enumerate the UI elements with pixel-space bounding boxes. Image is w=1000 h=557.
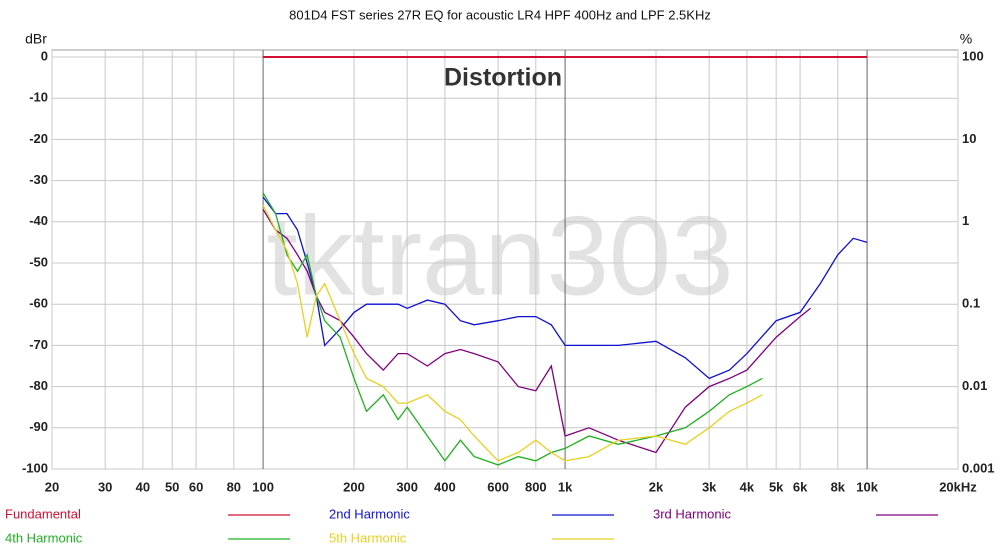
y-axis-label: dBr (25, 31, 47, 47)
legend-label: 4th Harmonic (5, 530, 83, 545)
y2-tick-label: 10 (962, 131, 976, 146)
x-tick-label: 4k (740, 479, 755, 494)
legend-label: 5th Harmonic (329, 530, 407, 545)
y2-tick-label: 100 (962, 48, 984, 63)
x-tick-label: 30 (98, 479, 112, 494)
y2-axis-label: % (960, 31, 972, 47)
x-tick-label: 100 (252, 479, 274, 494)
x-tick-label: 200 (343, 479, 365, 494)
legend-label: 3rd Harmonic (653, 506, 732, 521)
y2-tick-label: 1 (962, 213, 969, 228)
x-tick-label: 2k (649, 479, 664, 494)
y2-tick-label: 0.001 (962, 460, 995, 475)
x-tick-label: 5k (769, 479, 784, 494)
y-tick-label: 0 (41, 48, 48, 63)
annotation: Distortion (444, 64, 562, 92)
y-tick-label: -70 (29, 337, 48, 352)
x-tick-label: 8k (831, 479, 846, 494)
y2-tick-label: 0.01 (962, 378, 987, 393)
y-tick-label: -80 (29, 378, 48, 393)
series-line (262, 205, 763, 462)
y-tick-label: -50 (29, 254, 48, 269)
legend-label: 2nd Harmonic (329, 506, 410, 521)
series-line (262, 196, 868, 380)
y-tick-label: -90 (29, 419, 48, 434)
x-tick-label: 400 (434, 479, 456, 494)
x-tick-label: 10k (856, 479, 878, 494)
x-tick-label: 80 (227, 479, 241, 494)
y2-tick-label: 0.1 (962, 296, 980, 311)
watermark: tktran303 (267, 194, 734, 319)
x-tick-label: 20kHz (939, 479, 977, 494)
y-tick-label: -20 (29, 131, 48, 146)
x-tick-label: 20 (45, 479, 59, 494)
y-tick-label: -10 (29, 90, 48, 105)
chart-title: 801D4 FST series 27R EQ for acoustic LR4… (289, 7, 711, 22)
x-tick-label: 300 (396, 479, 418, 494)
x-tick-label: 800 (525, 479, 547, 494)
x-tick-label: 50 (165, 479, 179, 494)
legend-label: Fundamental (5, 506, 81, 521)
x-tick-label: 40 (136, 479, 150, 494)
y-tick-label: -30 (29, 172, 48, 187)
series-line (262, 192, 763, 466)
y-tick-label: -60 (29, 296, 48, 311)
x-tick-label: 600 (487, 479, 509, 494)
x-tick-label: 6k (793, 479, 808, 494)
y-tick-label: -100 (22, 460, 48, 475)
x-tick-label: 3k (702, 479, 717, 494)
x-tick-label: 60 (189, 479, 203, 494)
y-tick-label: -40 (29, 213, 48, 228)
x-tick-label: 1k (558, 479, 573, 494)
